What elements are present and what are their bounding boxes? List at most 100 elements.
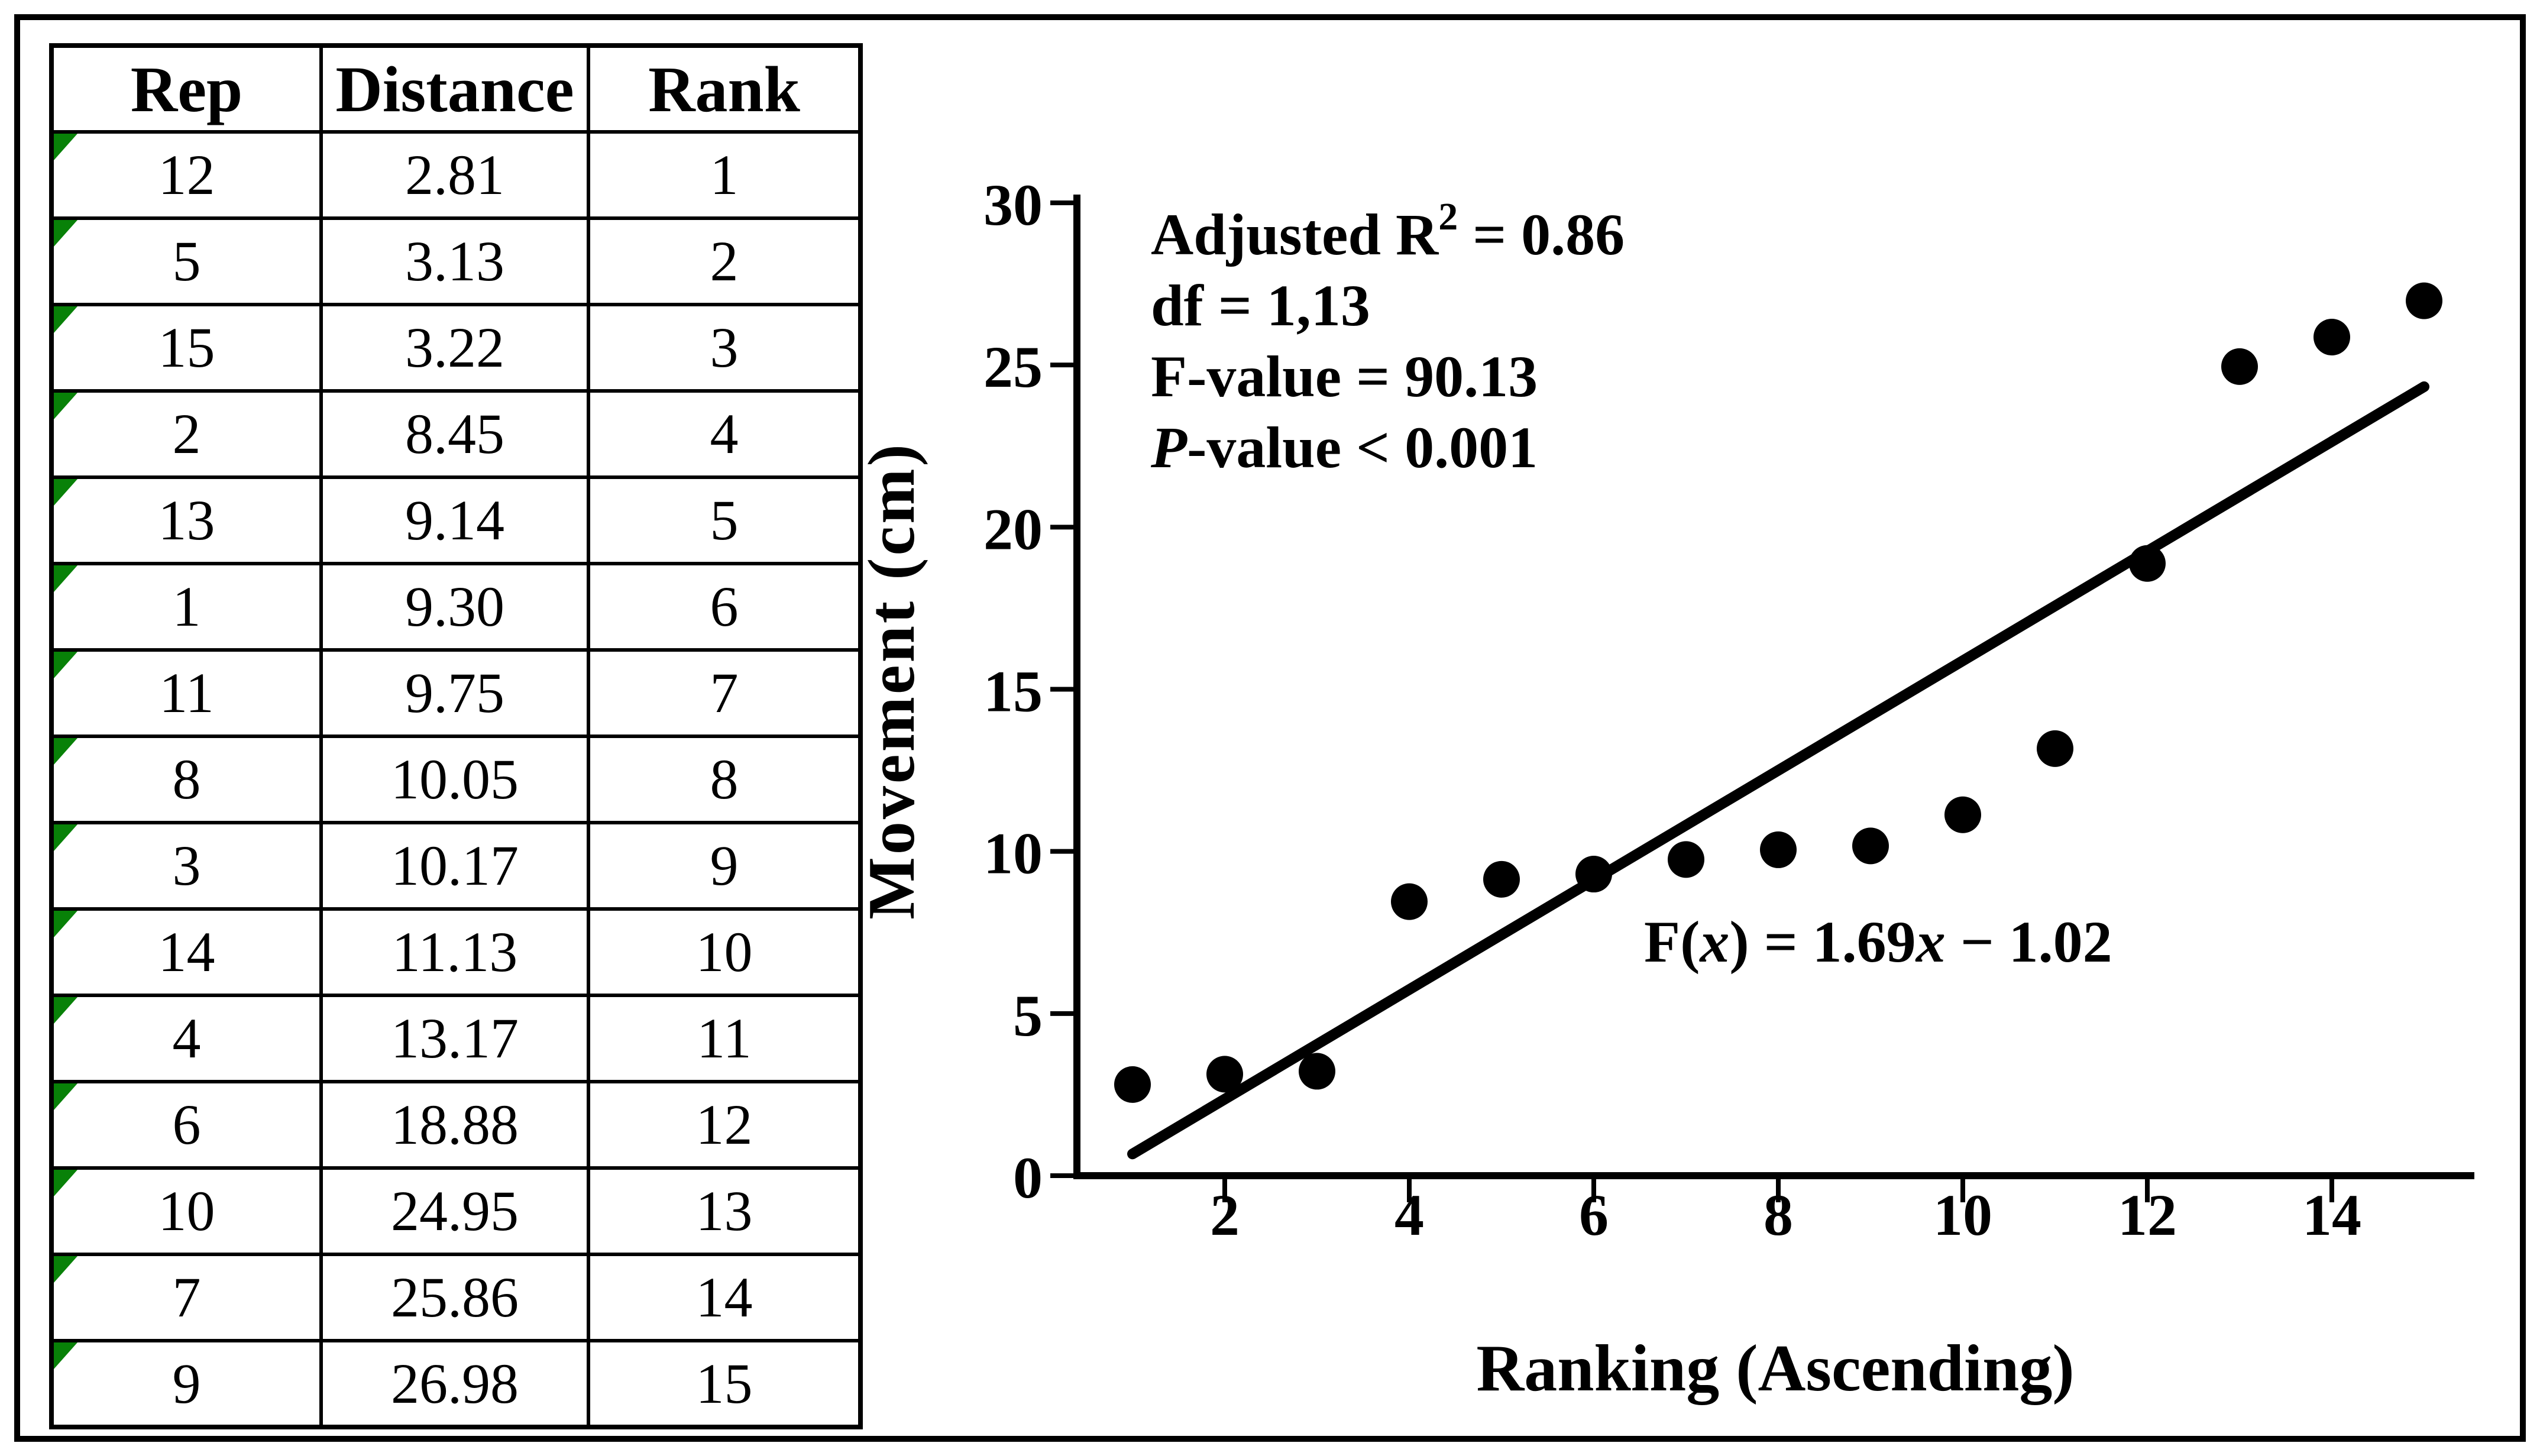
table-row: 4 13.17 11 (50, 994, 862, 1083)
y-tick-label: 15 (983, 659, 1043, 724)
rep-cell: 7 (50, 1253, 323, 1342)
cell-value: 9 (710, 834, 739, 897)
cell-value: 7 (710, 661, 739, 724)
cell-value: 11 (159, 661, 214, 724)
x-tick-label: 6 (1579, 1182, 1609, 1248)
y-tick-label: 5 (1013, 983, 1043, 1049)
rank-cell: 13 (587, 1166, 862, 1256)
data-point (1483, 860, 1520, 898)
distance-cell: 10.05 (319, 735, 590, 824)
cell-value: 8 (172, 748, 201, 811)
table-row: 3 10.17 9 (50, 821, 862, 911)
cell-value: 11 (697, 1007, 752, 1070)
cell-value: 12 (695, 1093, 753, 1156)
cell-value: 10.05 (391, 748, 519, 811)
rep-cell: 11 (50, 648, 323, 738)
cell-value: 9.14 (405, 488, 504, 552)
trendline-equation: F(x) = 1.69x − 1.02 (1644, 909, 2112, 975)
x-tick-label: 2 (1210, 1182, 1240, 1248)
data-point (2037, 730, 2073, 767)
distance-cell: 8.45 (319, 389, 590, 479)
y-axis-title: Movement (cm) (865, 442, 928, 920)
rank-cell: 10 (587, 907, 862, 997)
distance-cell: 26.98 (319, 1339, 590, 1429)
rank-cell: 3 (587, 303, 862, 393)
rep-cell: 4 (50, 994, 323, 1083)
distance-cell: 9.75 (319, 648, 590, 738)
rank-cell: 15 (587, 1339, 862, 1429)
distance-cell: 13.17 (319, 994, 590, 1083)
cell-value: 10.17 (391, 834, 519, 897)
cell-value: 15 (158, 316, 215, 379)
rank-cell: 7 (587, 648, 862, 738)
rep-cell: 9 (50, 1339, 323, 1429)
x-tick-label: 8 (1764, 1182, 1793, 1248)
cell-flag-triangle-icon (54, 1342, 77, 1369)
x-tick-label: 12 (2118, 1182, 2177, 1248)
rank-cell: 1 (587, 130, 862, 220)
cell-flag-triangle-icon (54, 652, 77, 678)
cell-flag-triangle-icon (54, 479, 77, 506)
table-row: 2 8.45 4 (50, 389, 862, 479)
table-row: 10 24.95 13 (50, 1166, 862, 1256)
cell-value: 2.81 (405, 143, 504, 206)
stats-annotation-line: P-value < 0.001 (1150, 415, 1538, 480)
rep-cell: 15 (50, 303, 323, 393)
table-row: 1 9.30 6 (50, 562, 862, 652)
rank-cell: 9 (587, 821, 862, 911)
x-tick-label: 4 (1394, 1182, 1424, 1248)
rank-cell: 12 (587, 1080, 862, 1170)
cell-flag-triangle-icon (54, 306, 77, 333)
distance-cell: 9.14 (319, 475, 590, 565)
rep-cell: 6 (50, 1080, 323, 1170)
cell-value: 13 (158, 488, 215, 552)
rank-cell: 6 (587, 562, 862, 652)
cell-value: 9.75 (405, 661, 504, 724)
axes (1073, 195, 2474, 1179)
table-row: 8 10.05 8 (50, 735, 862, 824)
distance-cell: 9.30 (319, 562, 590, 652)
rep-cell: 3 (50, 821, 323, 911)
data-point (1391, 883, 1428, 920)
rep-cell: 13 (50, 475, 323, 565)
cell-value: 18.88 (391, 1093, 519, 1156)
rep-cell: 12 (50, 130, 323, 220)
cell-flag-triangle-icon (54, 1256, 77, 1283)
cell-flag-triangle-icon (54, 1170, 77, 1196)
cell-value: 5 (710, 488, 739, 552)
table-row: 13 9.14 5 (50, 475, 862, 565)
rank-cell: 14 (587, 1253, 862, 1342)
stats-annotation-line: Adjusted R2 = 0.86 (1151, 195, 1625, 267)
data-point (1944, 796, 1981, 833)
x-axis-title: Ranking (Ascending) (1476, 1332, 2074, 1405)
cell-value: 6 (172, 1093, 201, 1156)
cell-value: 10 (695, 920, 753, 983)
col-header-distance: Distance (319, 44, 590, 134)
cell-value: 8 (710, 748, 739, 811)
data-point (2129, 545, 2166, 582)
y-tick-label: 0 (1013, 1145, 1043, 1211)
cell-value: 11.13 (391, 920, 518, 983)
cell-value: 3.22 (405, 316, 504, 379)
rep-cell: 14 (50, 907, 323, 997)
rank-cell: 5 (587, 475, 862, 565)
data-point (1852, 827, 1889, 865)
cell-value: 2 (172, 402, 201, 465)
cell-value: 5 (172, 229, 201, 293)
col-header-rep: Rep (50, 44, 323, 134)
figure-frame: Rep Distance Rank 12 2.81 1 5 3.13 2 15 3.22 3 2 8… (14, 14, 2526, 1442)
cell-value: 14 (695, 1266, 753, 1329)
distance-cell: 24.95 (319, 1166, 590, 1256)
cell-value: 25.86 (391, 1266, 519, 1329)
cell-value: 13 (695, 1179, 753, 1243)
distance-cell: 2.81 (319, 130, 590, 220)
cell-value: 8.45 (405, 402, 504, 465)
cell-flag-triangle-icon (54, 1083, 77, 1110)
cell-value: 4 (172, 1007, 201, 1070)
rank-table: Rep Distance Rank 12 2.81 1 5 3.13 2 15 3.22 3 2 8… (49, 43, 863, 1429)
table-header-row: Rep Distance Rank (50, 44, 862, 134)
rep-cell: 8 (50, 735, 323, 824)
cell-value: 2 (710, 229, 739, 293)
trend-line (1127, 381, 2429, 1160)
cell-value: 3 (172, 834, 201, 897)
